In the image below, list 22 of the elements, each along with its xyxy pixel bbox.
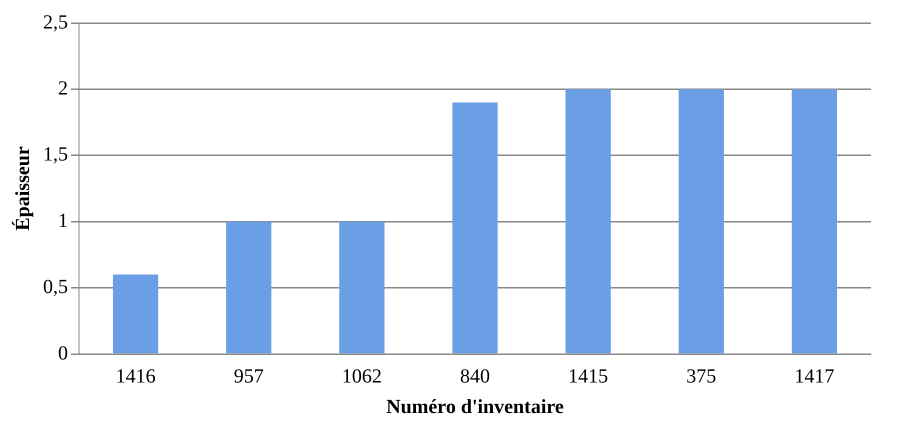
bar <box>792 89 838 354</box>
x-axis-title: Numéro d'inventaire <box>386 396 564 418</box>
x-tick-label: 375 <box>686 365 716 388</box>
bar <box>678 89 724 354</box>
y-tick-label: 1 <box>58 210 68 232</box>
y-tick-label: 2 <box>58 77 68 100</box>
y-axis-title: Épaisseur <box>11 146 34 231</box>
bar <box>339 222 384 354</box>
bar <box>226 222 272 354</box>
y-tick-label: 0,5 <box>43 276 68 298</box>
bar <box>112 274 158 354</box>
x-tick-label: 1062 <box>342 365 382 388</box>
y-tick-label: 1,5 <box>43 144 68 166</box>
x-tick-label: 957 <box>234 365 264 388</box>
bar <box>566 89 611 354</box>
x-tick-label: 840 <box>460 365 490 388</box>
y-tick-label: 2,5 <box>43 11 68 34</box>
x-tick-label: 1416 <box>116 365 156 388</box>
y-tick-label: 0 <box>58 342 68 364</box>
bar <box>452 102 498 354</box>
x-tick-label: 1417 <box>794 365 834 388</box>
x-tick-label: 1415 <box>568 365 608 388</box>
